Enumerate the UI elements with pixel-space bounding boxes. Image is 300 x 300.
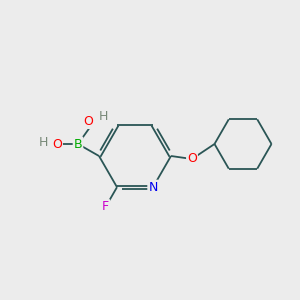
Text: B: B — [74, 137, 82, 151]
Text: O: O — [52, 137, 62, 151]
Text: O: O — [187, 152, 197, 166]
Text: F: F — [102, 200, 109, 213]
Text: N: N — [148, 181, 158, 194]
Text: H: H — [99, 110, 108, 123]
Text: H: H — [39, 136, 48, 149]
Text: O: O — [84, 115, 93, 128]
